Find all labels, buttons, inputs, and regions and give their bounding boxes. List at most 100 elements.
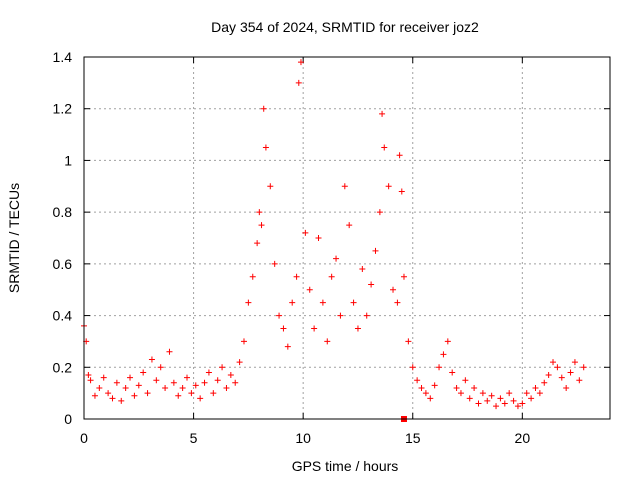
y-tick-label: 0.2 (53, 359, 73, 375)
data-point (385, 183, 392, 190)
data-point (398, 188, 405, 195)
data-point (359, 266, 366, 273)
data-point (379, 110, 386, 117)
x-tick-label: 10 (295, 430, 311, 446)
data-point (484, 397, 491, 404)
data-point (550, 359, 557, 366)
data-point (280, 325, 287, 332)
data-point (306, 286, 313, 293)
data-point (363, 312, 370, 319)
data-point (346, 222, 353, 229)
data-point (558, 374, 565, 381)
x-tick-label: 20 (515, 430, 531, 446)
y-tick-label: 0.8 (53, 204, 73, 220)
data-point (580, 364, 587, 371)
data-point (205, 369, 212, 376)
data-point (372, 247, 379, 254)
data-point (87, 377, 94, 384)
data-point (197, 395, 204, 402)
data-point (368, 281, 375, 288)
data-point (414, 377, 421, 384)
data-point (457, 390, 464, 397)
data-point (295, 79, 302, 86)
data-point (192, 382, 199, 389)
data-point (493, 403, 500, 410)
data-point (293, 273, 300, 280)
data-point (175, 392, 182, 399)
data-point (96, 384, 103, 391)
x-tick-label: 5 (190, 430, 198, 446)
data-point (201, 379, 208, 386)
data-point (528, 395, 535, 402)
data-point (131, 392, 138, 399)
axis-ticks: 0 0.2 0.4 0.6 0.8 1 1.2 1.4 0 5 10 15 20 (53, 49, 610, 446)
data-point (210, 390, 217, 397)
data-points (81, 59, 587, 422)
data-point (262, 144, 269, 151)
data-point (337, 312, 344, 319)
data-point (488, 392, 495, 399)
data-point (545, 372, 552, 379)
data-point (541, 379, 548, 386)
data-point (85, 372, 92, 379)
data-point (471, 384, 478, 391)
y-axis-label: SRMTID / TECUs (6, 183, 22, 293)
data-point (188, 390, 195, 397)
data-point (479, 390, 486, 397)
x-axis-label: GPS time / hours (292, 458, 399, 474)
data-point (284, 343, 291, 350)
data-point (276, 312, 283, 319)
data-point (319, 299, 326, 306)
data-point (536, 390, 543, 397)
data-point (405, 338, 412, 345)
data-point (162, 384, 169, 391)
y-tick-label: 1.4 (53, 49, 73, 65)
data-point (497, 395, 504, 402)
y-tick-label: 0.6 (53, 256, 73, 272)
data-point (506, 390, 513, 397)
data-point (532, 384, 539, 391)
data-point (400, 273, 407, 280)
data-point (219, 364, 226, 371)
data-point (501, 400, 508, 407)
data-point (510, 397, 517, 404)
data-point (289, 299, 296, 306)
data-point (297, 59, 304, 66)
data-point (267, 183, 274, 190)
data-point (394, 299, 401, 306)
data-point (232, 379, 239, 386)
data-point (140, 369, 147, 376)
data-point (554, 364, 561, 371)
data-point (302, 229, 309, 236)
data-point (100, 374, 107, 381)
data-point (249, 273, 256, 280)
data-point (523, 390, 530, 397)
data-point (144, 390, 151, 397)
data-point (157, 364, 164, 371)
data-point (227, 372, 234, 379)
chart-title: Day 354 of 2024, SRMTID for receiver joz… (211, 19, 479, 35)
data-point (135, 382, 142, 389)
data-point (427, 395, 434, 402)
data-point (118, 397, 125, 404)
grid (84, 57, 610, 419)
data-point (91, 392, 98, 399)
data-point (514, 403, 521, 410)
data-point (350, 299, 357, 306)
data-point (576, 377, 583, 384)
y-tick-label: 1.2 (53, 101, 73, 117)
data-point (256, 209, 263, 216)
data-point (109, 395, 116, 402)
data-point (170, 379, 177, 386)
data-point (324, 338, 331, 345)
data-point (462, 377, 469, 384)
data-point (223, 384, 230, 391)
data-point (396, 152, 403, 159)
data-point (390, 286, 397, 293)
data-point (563, 384, 570, 391)
data-point (440, 351, 447, 358)
data-point (271, 260, 278, 267)
data-point (466, 395, 473, 402)
data-point (418, 384, 425, 391)
